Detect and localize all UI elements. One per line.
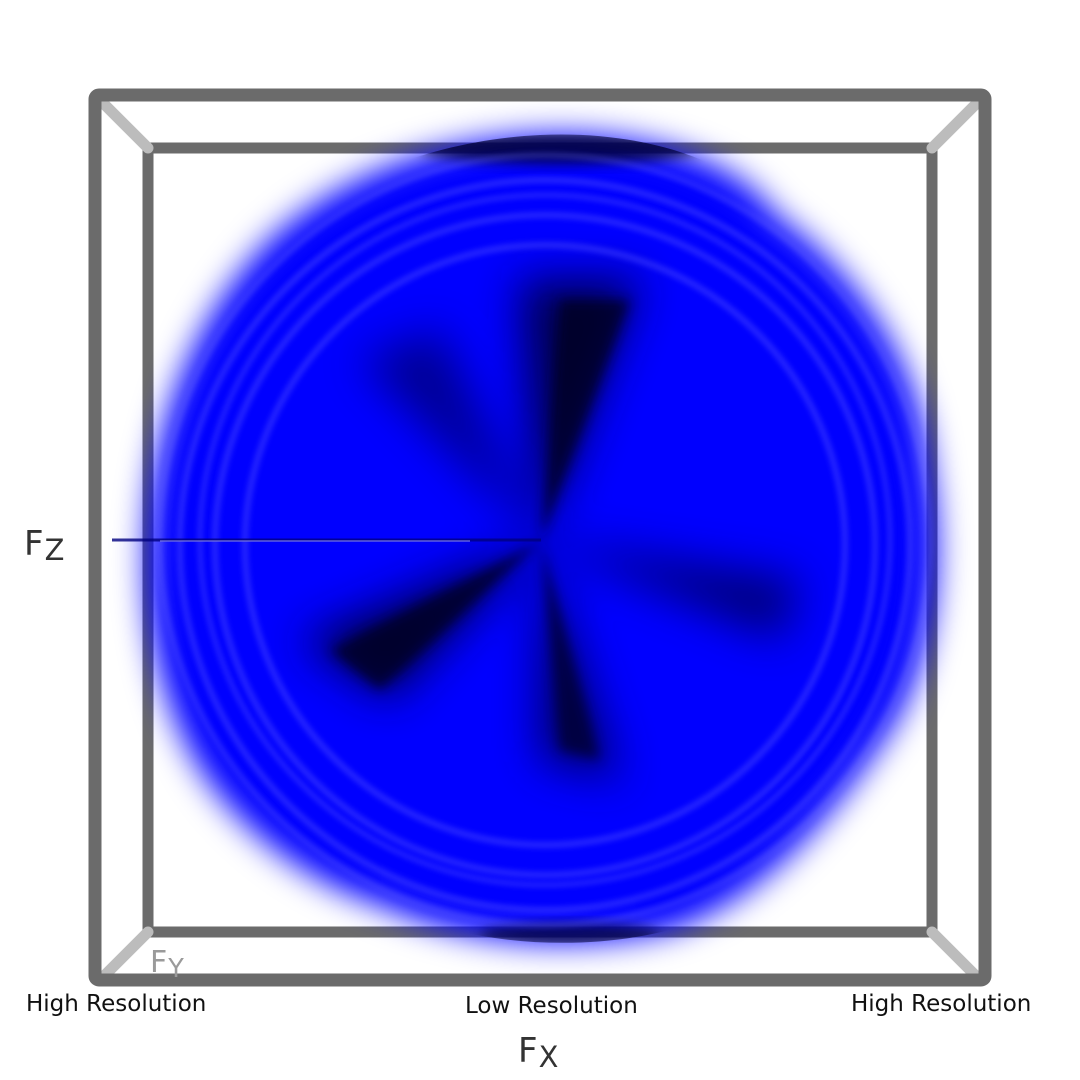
dark-wedge [360,330,541,541]
resolution-label-right: High Resolution [851,991,1032,1017]
axis-fx-sub: X [538,1040,559,1075]
axis-fz-sub: Z [44,533,65,568]
fourier-volume [112,134,937,943]
dark-wedge [541,541,800,640]
axis-fy-sub: Y [168,953,184,984]
axis-fz-main: F [24,524,44,564]
axis-label-fz: FZ [24,524,64,565]
axis-fy-main: F [150,945,168,980]
axis-label-fx: FX [518,1031,558,1072]
resolution-label-left: High Resolution [26,991,207,1017]
frame-diagonals [94,94,986,986]
resolution-label-center: Low Resolution [465,993,638,1019]
axis-fx-main: F [518,1031,538,1071]
front-frame [88,88,992,987]
axis-label-fy: FY [150,945,184,982]
